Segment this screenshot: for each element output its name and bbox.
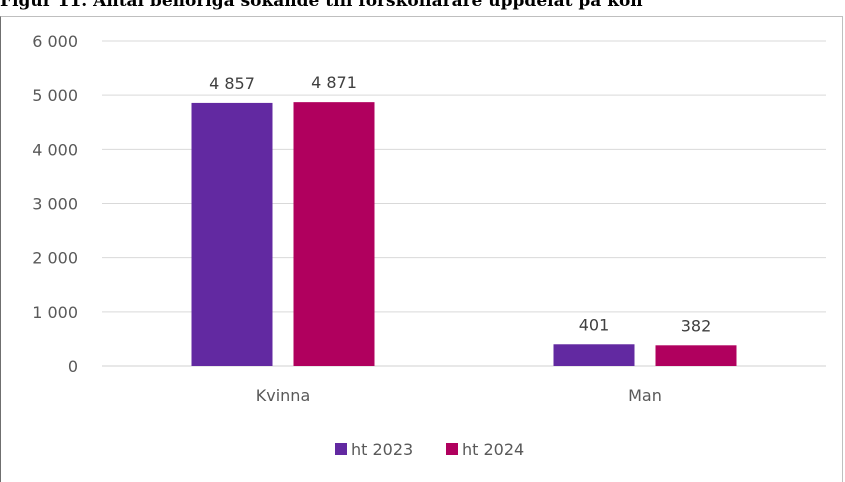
chart-frame [0, 16, 843, 482]
chart-title: Figur 11. Antal behöriga sökande till fö… [0, 0, 643, 11]
y-tick-label: 0 [68, 357, 78, 376]
bar-man-ht-2023 [553, 344, 635, 366]
y-tick-label: 5 000 [32, 86, 78, 105]
data-label: 4 857 [209, 74, 255, 93]
bar-man-ht-2024 [655, 345, 737, 366]
data-labels: 4 857 4 871 401 382 [209, 73, 711, 335]
x-axis-ticks: Kvinna Man [256, 386, 662, 405]
bars [191, 102, 737, 366]
legend-item: ht 2023 [335, 440, 413, 459]
data-label: 401 [579, 315, 610, 334]
y-tick-label: 3 000 [32, 195, 78, 214]
x-tick-label: Kvinna [256, 386, 311, 405]
y-axis-ticks: 0 1 000 2 000 3 000 4 000 5 000 6 000 [32, 32, 78, 376]
legend-label: ht 2023 [351, 440, 413, 459]
y-tick-label: 1 000 [32, 303, 78, 322]
data-label: 4 871 [311, 73, 357, 92]
bar-kvinna-ht-2024 [293, 102, 375, 366]
y-tick-label: 6 000 [32, 32, 78, 51]
legend-label: ht 2024 [462, 440, 524, 459]
y-tick-label: 2 000 [32, 249, 78, 268]
legend-swatch [335, 443, 347, 455]
legend-swatch [446, 443, 458, 455]
data-label: 382 [681, 316, 712, 335]
bar-kvinna-ht-2023 [191, 102, 273, 366]
x-tick-label: Man [628, 386, 662, 405]
legend: ht 2023 ht 2024 [335, 440, 524, 459]
legend-item: ht 2024 [446, 440, 524, 459]
y-tick-label: 4 000 [32, 140, 78, 159]
